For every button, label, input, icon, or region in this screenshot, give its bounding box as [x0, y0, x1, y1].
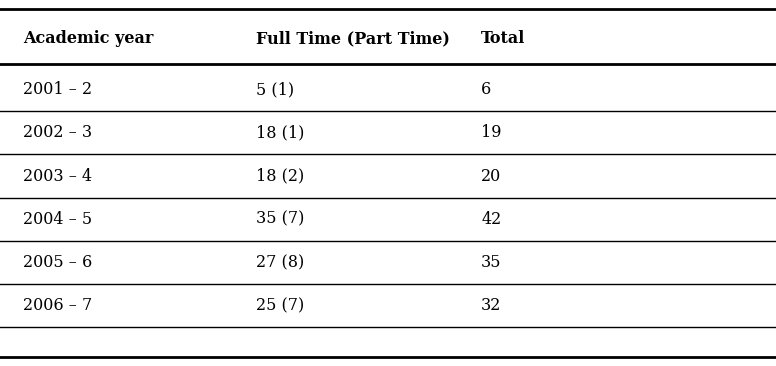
Text: 6: 6	[481, 81, 491, 98]
Text: 18 (1): 18 (1)	[256, 124, 304, 141]
Text: Full Time (Part Time): Full Time (Part Time)	[256, 30, 450, 47]
Text: 42: 42	[481, 211, 501, 228]
Text: 2004 – 5: 2004 – 5	[23, 211, 92, 228]
Text: Academic year: Academic year	[23, 30, 154, 47]
Text: 35 (7): 35 (7)	[256, 211, 304, 228]
Text: 19: 19	[481, 124, 501, 141]
Text: 32: 32	[481, 297, 501, 314]
Text: 2003 – 4: 2003 – 4	[23, 168, 92, 184]
Text: 2001 – 2: 2001 – 2	[23, 81, 92, 98]
Text: 35: 35	[481, 254, 501, 271]
Text: 20: 20	[481, 168, 501, 184]
Text: 25 (7): 25 (7)	[256, 297, 304, 314]
Text: 18 (2): 18 (2)	[256, 168, 304, 184]
Text: 2002 – 3: 2002 – 3	[23, 124, 92, 141]
Text: 27 (8): 27 (8)	[256, 254, 304, 271]
Text: 2005 – 6: 2005 – 6	[23, 254, 92, 271]
Text: Total: Total	[481, 30, 525, 47]
Text: 5 (1): 5 (1)	[256, 81, 294, 98]
Text: 2006 – 7: 2006 – 7	[23, 297, 92, 314]
